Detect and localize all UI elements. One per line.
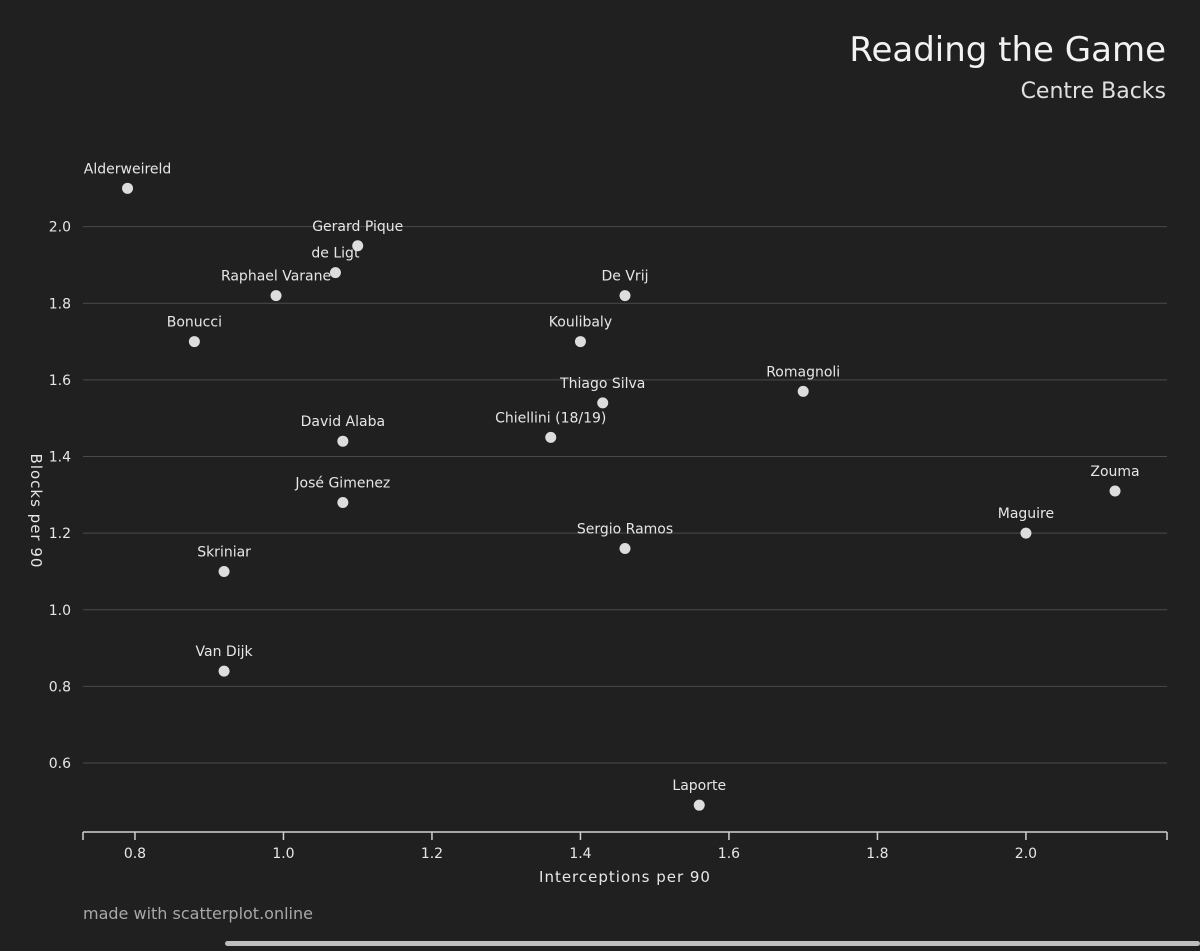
x-tick-label: 1.8	[866, 846, 888, 862]
data-point[interactable]	[218, 565, 230, 577]
x-tick-label: 1.6	[718, 846, 740, 862]
y-tick-label: 1.2	[49, 526, 71, 542]
data-point[interactable]	[218, 665, 230, 677]
data-point[interactable]	[352, 240, 364, 252]
point-label: Zouma	[1090, 464, 1139, 480]
y-tick-label: 1.8	[49, 296, 71, 312]
horizontal-scrollbar[interactable]	[225, 941, 1200, 946]
data-point[interactable]	[797, 385, 809, 397]
data-point[interactable]	[597, 397, 609, 409]
x-tick-label: 0.8	[124, 846, 146, 862]
point-label: Romagnoli	[766, 364, 840, 380]
chart-subtitle: Centre Backs	[1020, 79, 1166, 104]
point-label: David Alaba	[301, 414, 385, 430]
data-point[interactable]	[337, 496, 349, 508]
data-point[interactable]	[270, 290, 282, 302]
point-label: Van Dijk	[196, 644, 254, 660]
y-tick-label: 1.4	[49, 450, 71, 466]
grid-lines	[83, 226, 1167, 764]
point-label: Skriniar	[197, 544, 251, 560]
point-label: Maguire	[998, 506, 1054, 522]
x-tick-label: 1.4	[569, 846, 591, 862]
data-points	[122, 182, 1121, 811]
point-label: Raphael Varane	[221, 269, 331, 285]
data-point[interactable]	[574, 336, 586, 348]
point-label: Sergio Ramos	[577, 521, 673, 537]
data-point[interactable]	[1020, 527, 1032, 539]
point-labels: Alderweireld Gerard Pique de Ligt Raphael V…	[84, 161, 1140, 794]
x-tick-label: 1.2	[421, 846, 443, 862]
point-label: Alderweireld	[84, 161, 172, 177]
point-label: Bonucci	[167, 315, 222, 331]
x-axis-label: Interceptions per 90	[539, 868, 711, 886]
data-point[interactable]	[1109, 485, 1121, 497]
y-axis-label: Blocks per 90	[27, 454, 45, 569]
y-tick-label: 0.6	[49, 756, 71, 772]
data-point[interactable]	[188, 336, 200, 348]
data-point[interactable]	[619, 542, 631, 554]
y-tick-label: 2.0	[49, 220, 71, 236]
x-tick-label: 2.0	[1015, 846, 1037, 862]
x-tick-label: 1.0	[272, 846, 294, 862]
y-tick-label: 1.6	[49, 373, 71, 389]
point-label: Koulibaly	[549, 315, 612, 331]
data-point[interactable]	[619, 290, 631, 302]
point-label: Laporte	[672, 778, 726, 794]
data-point[interactable]	[122, 182, 134, 194]
point-label: de Ligt	[311, 246, 360, 262]
data-point[interactable]	[337, 435, 349, 447]
point-label: Chiellini (18/19)	[495, 410, 606, 426]
axes: 0.6 0.8 1.0 1.2 1.4 1.6 1.8 2.0 0.8 1.0 1.2 1.4 1.6 1…	[49, 220, 1168, 862]
data-point[interactable]	[693, 799, 705, 811]
chart-title: Reading the Game	[849, 30, 1166, 70]
y-tick-label: 1.0	[49, 603, 71, 619]
point-label: Thiago Silva	[559, 376, 645, 392]
y-tick-label: 0.8	[49, 679, 71, 695]
data-point[interactable]	[329, 267, 341, 279]
point-label: Gerard Pique	[312, 219, 403, 235]
point-label: José Gimenez	[294, 475, 390, 491]
data-point[interactable]	[545, 431, 557, 443]
credit-text: made with scatterplot.online	[83, 904, 313, 923]
point-label: De Vrij	[602, 269, 649, 285]
